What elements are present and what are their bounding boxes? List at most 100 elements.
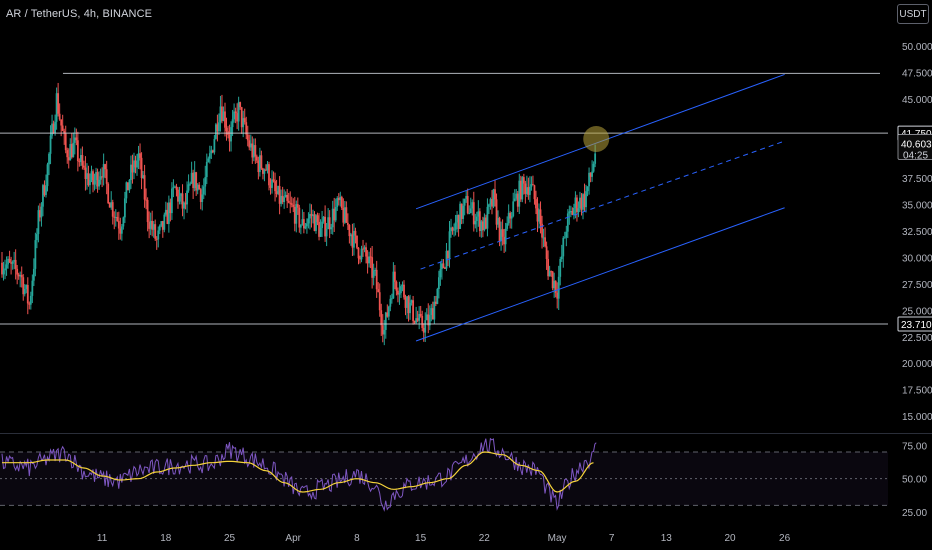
candle-body	[61, 125, 64, 131]
candle-body	[268, 164, 270, 186]
candle-body	[450, 227, 452, 232]
candle-body	[265, 169, 267, 171]
candle-body	[116, 216, 119, 222]
candle-body	[133, 160, 135, 173]
candle-body	[576, 197, 578, 213]
candle-body	[328, 217, 331, 230]
candle-body	[510, 216, 513, 219]
candle-body	[99, 176, 102, 180]
candle-body	[57, 93, 60, 114]
candle-body	[594, 153, 597, 164]
candle-body	[151, 220, 154, 230]
candle-body	[69, 144, 72, 161]
candle-body	[539, 209, 542, 224]
candle-body	[489, 199, 492, 205]
candle-body	[360, 248, 363, 260]
candle-body	[548, 271, 551, 277]
candle-body	[49, 135, 52, 154]
candle-body	[101, 176, 104, 178]
rsi-tick-label: 75.00	[902, 441, 927, 452]
candle-body	[32, 268, 35, 281]
candle-body	[337, 198, 340, 201]
candle-body	[410, 300, 413, 303]
candle-body	[345, 207, 348, 223]
candle-body	[316, 215, 319, 222]
candle-body	[416, 318, 419, 321]
candle-body	[577, 208, 580, 213]
candle-body	[108, 203, 111, 208]
candle-body	[152, 224, 155, 230]
candle-body	[289, 202, 292, 204]
candle-body	[430, 308, 433, 316]
candle-body	[580, 197, 583, 210]
candle-body	[51, 123, 53, 136]
candle-body	[501, 229, 504, 237]
candle-body	[110, 202, 113, 208]
currency-button[interactable]: USDT	[897, 4, 929, 24]
candle-body	[522, 177, 525, 184]
candle-body	[544, 237, 546, 247]
candle-body	[107, 183, 110, 204]
candle-body	[386, 312, 389, 317]
candle-body	[378, 292, 381, 311]
candle-body	[160, 221, 163, 226]
x-tick-label: 7	[609, 533, 615, 544]
y-tick-label: 32.500	[902, 227, 932, 238]
candle-body	[456, 214, 458, 223]
candle-body	[346, 222, 349, 225]
candle-body	[366, 256, 369, 264]
candle-body	[403, 284, 405, 298]
y-tick-label: 17.500	[902, 386, 932, 397]
candle-body	[184, 202, 187, 205]
candle-body	[372, 270, 375, 278]
candle-body	[67, 157, 70, 161]
candle-body	[571, 211, 574, 215]
candle-body	[243, 118, 246, 123]
candle-body	[494, 189, 496, 200]
candle-body	[363, 247, 366, 249]
candle-body	[547, 258, 550, 277]
candle-body	[158, 225, 161, 231]
candle-body	[163, 214, 166, 230]
candle-body	[350, 234, 352, 237]
last-price-label: 40.603	[901, 139, 932, 150]
candle-body	[369, 256, 372, 258]
candle-body	[424, 320, 427, 333]
x-tick-label: May	[548, 533, 567, 544]
candle-body	[218, 122, 220, 132]
candle-body	[554, 280, 557, 293]
candle-body	[412, 300, 414, 321]
candle-body	[488, 204, 490, 207]
candle-body	[356, 235, 358, 248]
rsi-tick-label: 50.00	[902, 475, 927, 486]
candle-body	[274, 181, 276, 192]
x-tick-label: 25	[224, 533, 236, 544]
countdown-label: 04:25	[903, 150, 928, 161]
candle-body	[93, 180, 96, 185]
candle-body	[122, 217, 125, 227]
chart-title: AR / TetherUS, 4h, BINANCE	[6, 8, 153, 20]
candle-body	[211, 150, 214, 153]
candle-body	[340, 196, 343, 209]
candle-body	[205, 161, 208, 178]
candle-body	[258, 155, 261, 173]
candle-body	[266, 164, 269, 170]
candle-body	[181, 193, 184, 209]
candle-body	[287, 200, 290, 203]
candle-body	[166, 209, 169, 224]
candle-body	[155, 238, 158, 240]
candle-body	[413, 320, 416, 323]
candle-body	[145, 199, 148, 201]
x-tick-label: 11	[97, 533, 108, 544]
candle-body	[535, 199, 537, 209]
candle-body	[25, 284, 28, 289]
candle-body	[78, 161, 81, 163]
candle-body	[513, 198, 516, 202]
candle-body	[551, 271, 554, 289]
candle-body	[172, 187, 175, 189]
candle-body	[42, 185, 44, 207]
candle-body	[175, 186, 178, 190]
candle-body	[304, 226, 307, 229]
